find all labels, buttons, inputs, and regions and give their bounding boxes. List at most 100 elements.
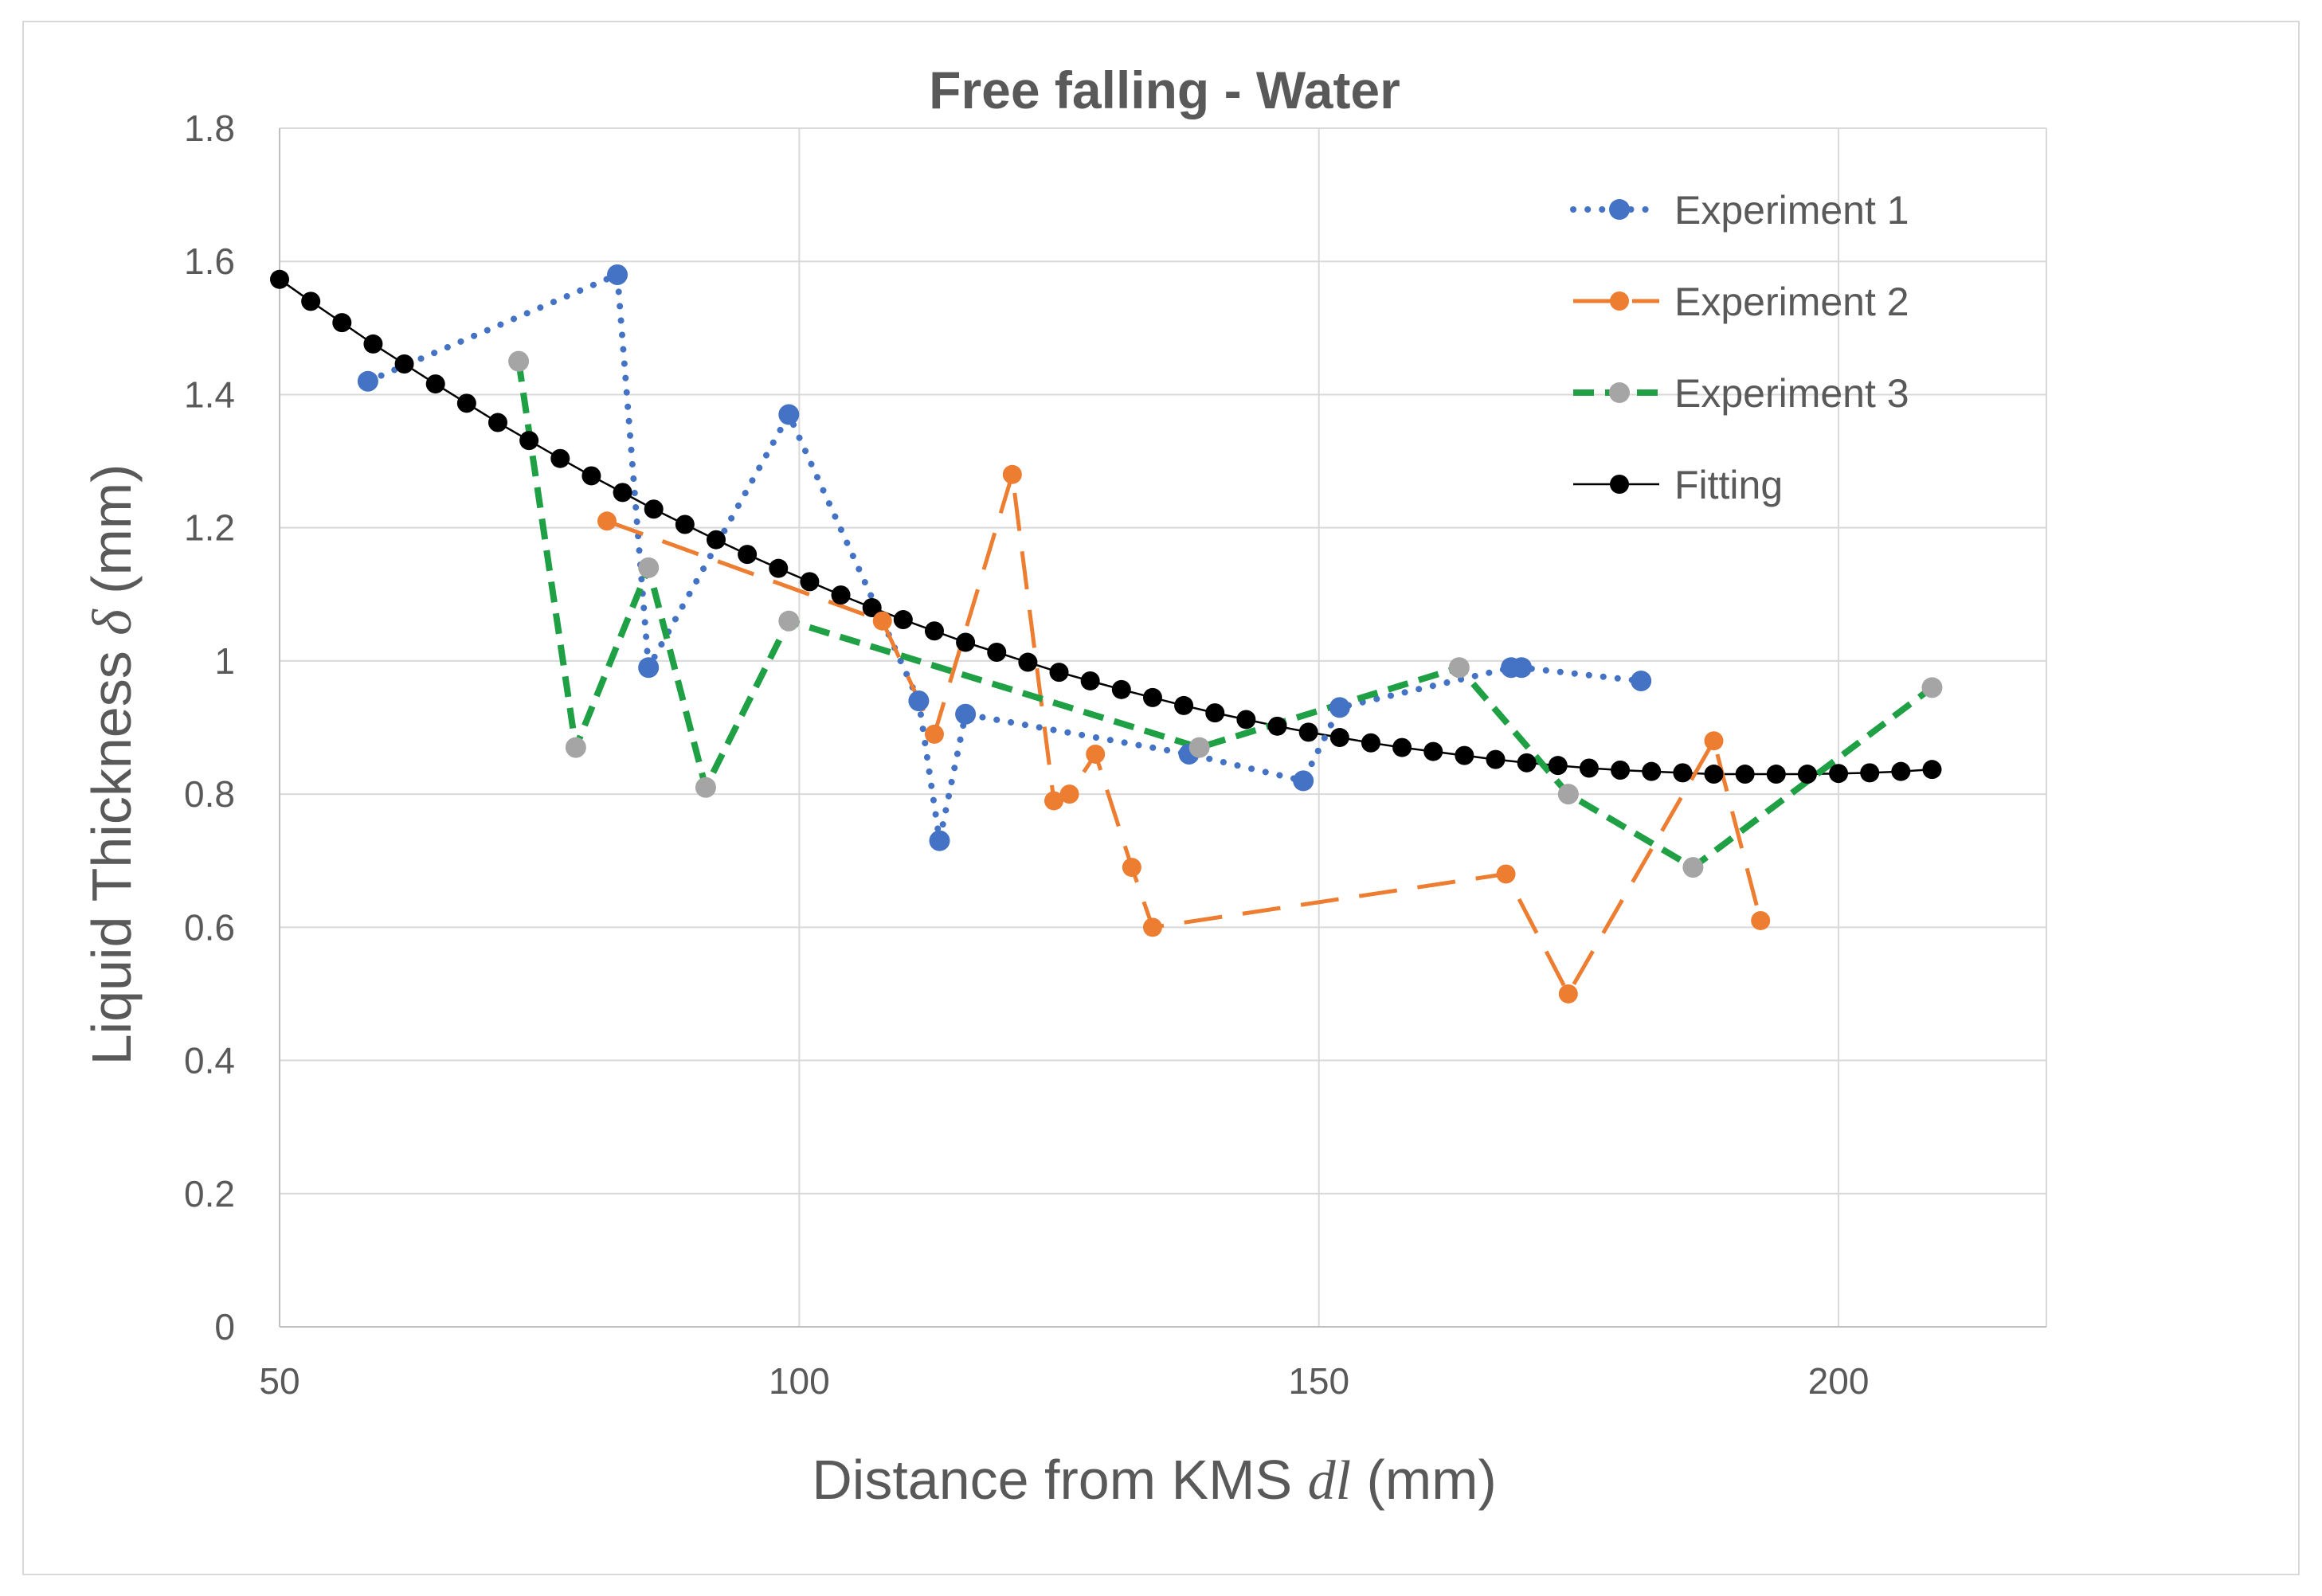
data-point-fitting [456, 393, 476, 413]
data-point-experiment-2 [924, 724, 944, 744]
data-point-fitting [613, 483, 632, 503]
data-point-experiment-1 [1631, 670, 1652, 691]
data-point-fitting [1673, 763, 1693, 783]
data-point-fitting [1922, 760, 1942, 780]
data-point-experiment-2 [1044, 791, 1064, 811]
data-point-fitting [800, 572, 820, 592]
legend-item-experiment-2: Experiment 2 [1573, 280, 1909, 324]
data-point-fitting [1611, 761, 1631, 780]
legend: Experiment 1 Experiment 2 Experiment 3 Fitt… [1570, 188, 1909, 507]
data-point-experiment-2 [1002, 464, 1022, 484]
y-tick-label: 1.8 [184, 108, 235, 149]
data-point-experiment-1 [1511, 657, 1533, 679]
data-point-fitting [1329, 728, 1349, 748]
data-point-fitting [1766, 765, 1786, 784]
data-point-experiment-2 [1122, 858, 1141, 878]
data-point-fitting [581, 466, 601, 486]
data-point-fitting [1142, 687, 1162, 707]
data-point-fitting [1080, 671, 1100, 690]
data-point-fitting [1735, 765, 1755, 784]
data-point-experiment-1 [357, 370, 378, 392]
data-point-fitting [363, 334, 383, 354]
data-point-experiment-1 [955, 703, 977, 725]
y-tick-label: 1 [214, 640, 235, 682]
y-tick-label: 0.2 [184, 1173, 235, 1215]
data-point-experiment-1 [778, 404, 800, 425]
legend-marker-experiment-3 [1609, 382, 1630, 403]
data-point-fitting [425, 374, 445, 394]
y-tick-label: 1.2 [184, 507, 235, 549]
data-point-fitting [1018, 652, 1038, 672]
data-point-fitting [1517, 753, 1537, 773]
y-tick-label: 1.6 [184, 241, 235, 282]
data-point-fitting [332, 313, 352, 333]
data-point-fitting [1829, 764, 1849, 784]
data-point-experiment-1 [638, 657, 660, 679]
data-point-fitting [301, 291, 321, 311]
axes [279, 128, 2046, 1328]
data-point-fitting [831, 585, 851, 605]
y-tick-label: 0 [214, 1306, 235, 1348]
legend-label-fitting: Fitting [1674, 463, 1783, 507]
data-point-experiment-3 [1557, 784, 1579, 805]
data-point-fitting [1111, 679, 1131, 699]
data-point-experiment-1 [1329, 697, 1350, 718]
chart-title: Free falling - Water [929, 61, 1400, 119]
data-point-experiment-3 [1448, 657, 1470, 679]
legend-item-fitting: Fitting [1573, 463, 1783, 507]
data-point-fitting [1860, 763, 1880, 783]
legend-marker-fitting [1610, 475, 1629, 494]
legend-item-experiment-3: Experiment 3 [1573, 371, 1909, 416]
series-line-experiment-1 [364, 271, 1645, 844]
data-point-fitting [738, 545, 758, 565]
gridlines [280, 127, 2047, 1327]
data-point-fitting [644, 499, 664, 519]
data-point-fitting [270, 269, 289, 289]
data-point-fitting [769, 558, 789, 578]
data-point-fitting [1486, 749, 1506, 769]
data-point-experiment-2 [597, 511, 617, 531]
series-line-experiment-3 [515, 361, 1934, 871]
data-point-experiment-2 [1059, 784, 1079, 804]
data-point-experiment-2 [872, 611, 892, 631]
data-point-experiment-3 [1188, 737, 1210, 758]
x-axis-title-unit: (mm) [1367, 1449, 1497, 1511]
x-axis-title-text: Distance from KMS [812, 1449, 1292, 1511]
data-point-fitting [987, 643, 1007, 663]
tick-labels: 0 0.2 0.4 0.6 0.8 1 1.2 1.4 1.6 1.8 50 100 150 200 [184, 108, 1869, 1402]
legend-item-experiment-1: Experiment 1 [1570, 188, 1909, 233]
data-point-experiment-1 [929, 830, 950, 851]
data-point-experiment-3 [565, 737, 586, 758]
legend-marker-experiment-1 [1609, 199, 1630, 220]
data-point-experiment-2 [1751, 910, 1771, 930]
data-point-experiment-1 [607, 264, 628, 285]
legend-label-experiment-2: Experiment 2 [1674, 280, 1909, 324]
data-point-experiment-3 [695, 776, 716, 798]
data-point-experiment-2 [1142, 917, 1162, 937]
x-tick-label: 200 [1808, 1360, 1870, 1402]
data-point-fitting [1704, 765, 1724, 784]
plot-area [270, 264, 1943, 1003]
legend-label-experiment-3: Experiment 3 [1674, 371, 1909, 416]
data-point-fitting [1236, 710, 1256, 730]
x-axis-title-symbol: dl [1308, 1450, 1351, 1512]
data-point-fitting [1579, 758, 1599, 778]
y-tick-label: 0.8 [184, 773, 235, 815]
data-point-fitting [1891, 761, 1911, 781]
series-line-experiment-2 [606, 472, 1763, 996]
data-point-experiment-2 [1558, 984, 1578, 1003]
data-point-fitting [1174, 695, 1194, 715]
data-point-experiment-3 [1682, 857, 1704, 878]
data-point-fitting [1423, 741, 1443, 761]
data-point-experiment-3 [1921, 677, 1943, 698]
data-point-fitting [862, 598, 882, 617]
y-axis-title-symbol: δ [82, 608, 143, 636]
legend-label-experiment-1: Experiment 1 [1674, 188, 1909, 233]
data-point-fitting [1361, 733, 1380, 753]
data-point-fitting [893, 610, 913, 630]
data-point-experiment-2 [1496, 864, 1516, 884]
data-point-fitting [519, 431, 539, 451]
data-point-fitting [488, 413, 507, 432]
data-point-fitting [1455, 745, 1474, 765]
